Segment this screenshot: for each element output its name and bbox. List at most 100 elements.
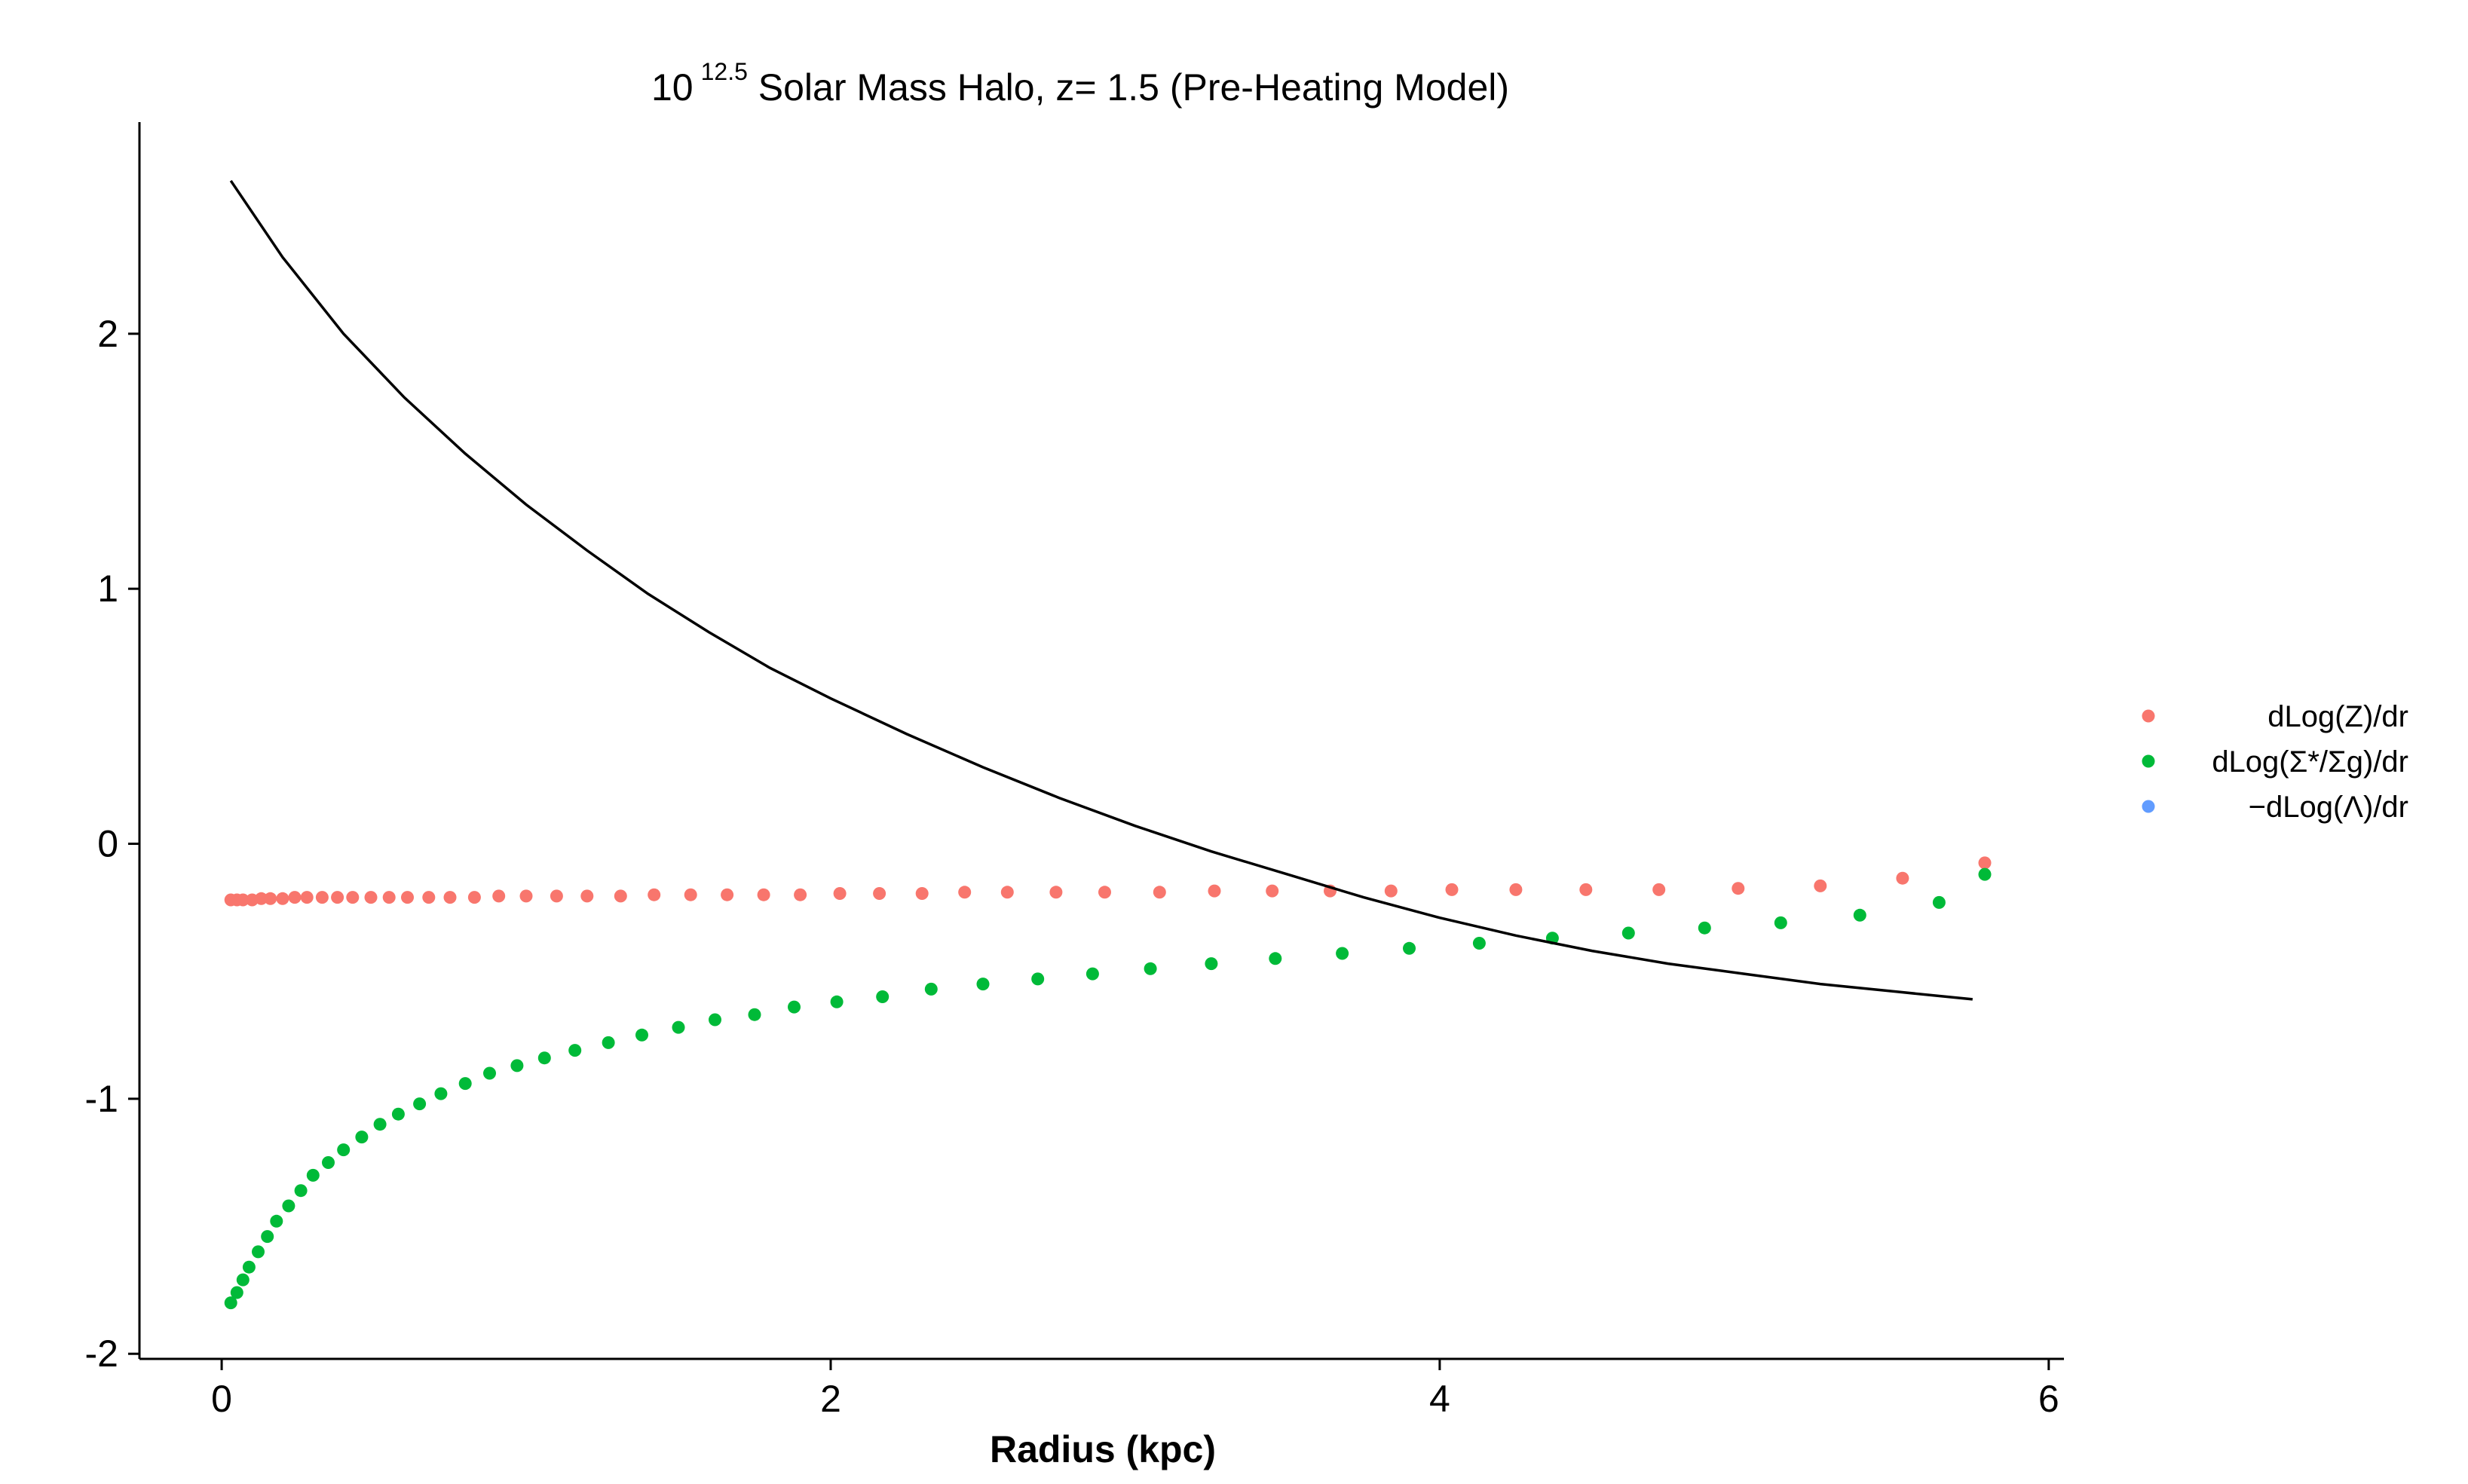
legend-key (2142, 754, 2155, 768)
series-1-point (876, 990, 890, 1003)
y-tick-label: 1 (97, 568, 118, 610)
legend-label: −dLog(Λ)/dr (2249, 791, 2408, 824)
series-1-point (748, 1008, 761, 1021)
series-0-point (236, 893, 250, 907)
series-1-point (1774, 916, 1787, 929)
series-1-point (537, 1051, 551, 1065)
series-1-point (355, 1131, 369, 1144)
series-0-point (300, 891, 314, 904)
series-0-point (331, 891, 344, 904)
x-tick-label: 6 (2038, 1378, 2059, 1420)
plot-area (224, 179, 1992, 1310)
chart-title-base: 10 (651, 66, 694, 109)
series-0-point (833, 887, 847, 900)
chart-title: 10 12.5 Solar Mass Halo, z= 1.5 (Pre-Heat… (651, 58, 1509, 109)
series-0-point (757, 888, 770, 901)
y-tick-label: 2 (97, 313, 118, 355)
series-1-point (1698, 921, 1711, 935)
series-1-point (1205, 957, 1218, 971)
series-0-point (401, 891, 414, 904)
series-1-point (602, 1036, 615, 1049)
series-0-point (873, 887, 886, 900)
series-1-point (282, 1199, 295, 1213)
series-0-point (580, 889, 594, 903)
series-1-point (1472, 937, 1486, 950)
series-0-point (1579, 883, 1593, 896)
series-0-point (264, 892, 277, 905)
series-0-point (288, 891, 302, 904)
series-1-point (242, 1260, 256, 1274)
series-1-point (709, 1013, 721, 1027)
legend-key (2142, 800, 2155, 813)
series-0-point (382, 891, 396, 904)
legend-label: dLog(Σ*/Σg)/dr (2212, 745, 2408, 779)
series-1-point (1144, 962, 1157, 975)
series-0-point (1000, 886, 1014, 899)
series-1-point (1031, 972, 1045, 986)
series-1-point (483, 1066, 496, 1080)
series-0-point (467, 891, 481, 904)
series-1-point (413, 1097, 427, 1111)
series-1-point (1621, 926, 1635, 940)
series-1-point (236, 1273, 250, 1287)
series-1-point (294, 1184, 308, 1198)
y-tick-label: -2 (85, 1333, 118, 1375)
series-1-point (1336, 947, 1349, 960)
series-0-point (364, 891, 378, 904)
series-0-point (346, 891, 360, 904)
series-0-point (550, 889, 563, 903)
series-1-point (373, 1118, 387, 1131)
series-0-point (519, 889, 533, 903)
series-0-point (648, 888, 661, 901)
x-axis-title: Radius (kpc) (990, 1428, 1216, 1470)
series-0-point (1814, 879, 1827, 892)
series-0-point (915, 887, 929, 900)
series-1-point (337, 1143, 351, 1157)
series-1-point (1085, 967, 1099, 981)
series-1-point (306, 1168, 320, 1182)
series-1-point (391, 1107, 405, 1121)
series-0-point (1153, 886, 1166, 899)
x-tick-label: 4 (1429, 1378, 1450, 1420)
series-1-point (230, 1286, 243, 1299)
series-0-point (1732, 882, 1745, 895)
series-1-point (1403, 941, 1416, 955)
x-tick-label: 2 (820, 1378, 841, 1420)
series-1-point (672, 1020, 685, 1034)
series-0-point (1509, 883, 1523, 896)
series-line (229, 179, 1973, 1001)
series-0-point (1266, 884, 1279, 898)
series-0-point (1384, 884, 1398, 898)
y-tick-label: 0 (97, 823, 118, 865)
legend-label: dLog(Z)/dr (2267, 700, 2408, 733)
series-1-point (1853, 908, 1866, 922)
series-1-point (830, 995, 844, 1008)
series-0-point (422, 891, 436, 904)
series-0-point (794, 888, 807, 901)
series-0-point (684, 888, 697, 901)
series-0-point (1652, 883, 1666, 896)
series-0-point (255, 892, 268, 905)
series-1-point (322, 1156, 335, 1169)
series-1-point (224, 1296, 237, 1310)
series-0-point (1978, 856, 1992, 870)
x-tick-label: 0 (211, 1378, 232, 1420)
series-1-point (270, 1214, 283, 1228)
legend: dLog(Z)/dr dLog(Σ*/Σg)/dr −dLog(Λ)/dr (2142, 700, 2408, 824)
series-1-point (1269, 952, 1282, 965)
y-axis-ticks: -2 -1 0 1 2 (85, 313, 139, 1375)
series-0-point (276, 892, 289, 905)
series-1-point (261, 1230, 274, 1244)
series-0-point (1445, 883, 1459, 896)
series-1-point (635, 1028, 648, 1042)
y-tick-label: -1 (85, 1078, 118, 1120)
series-1-point (568, 1044, 582, 1057)
series-0-point (1896, 871, 1909, 885)
series-0-point (1049, 886, 1063, 899)
series-0-point (1208, 884, 1221, 898)
chart-title-exponent: 12.5 (701, 58, 748, 85)
series-0-point (443, 891, 457, 904)
series-1-point (458, 1077, 472, 1091)
series-0-point (958, 886, 972, 899)
series-1-point (510, 1059, 524, 1072)
